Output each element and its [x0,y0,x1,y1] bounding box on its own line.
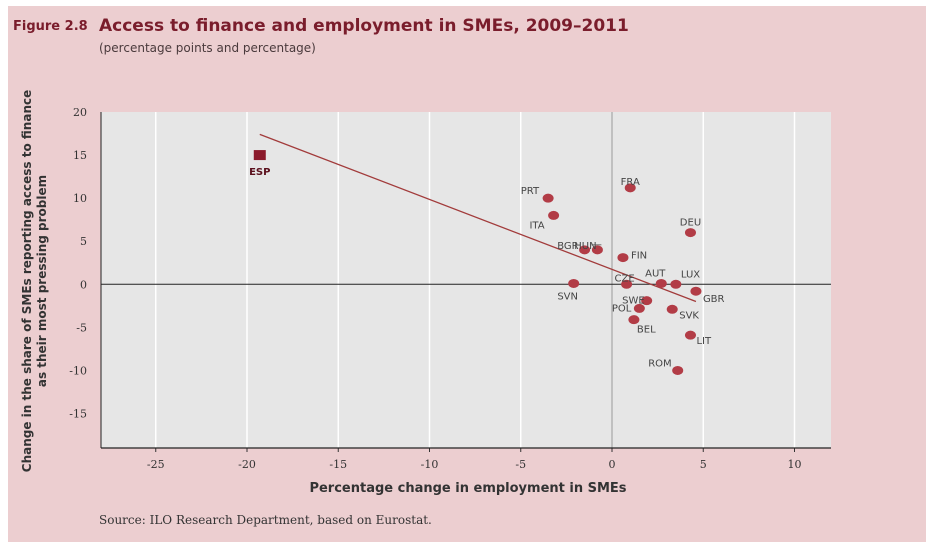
x-tick-label: 0 [609,458,616,471]
x-axis-title: Percentage change in employment in SMEs [309,481,626,496]
point-label-aut: AUT [645,268,666,279]
point-label-svn: SVN [557,291,578,302]
figure-title: Access to finance and employment in SMEs… [99,16,629,36]
data-point-bel [628,315,640,325]
data-point-deu [684,228,696,238]
source-note: Source: ILO Research Department, based o… [99,513,432,527]
y-tick-label: 20 [73,106,87,119]
data-point-aut [655,278,667,288]
y-tick-label: 5 [80,235,87,248]
y-tick-label: 0 [80,278,87,291]
data-point-hun [591,245,603,255]
y-tick-label: -5 [76,321,87,334]
point-label-esp: ESP [249,167,270,178]
figure-subtitle: (percentage points and percentage) [99,41,316,55]
data-point-svk [666,304,678,314]
point-label-svk: SVK [679,310,699,321]
trendline [259,133,697,303]
point-label-swe: SWE [622,296,645,307]
x-tick-label: -25 [147,458,165,471]
data-point-ita [548,210,560,220]
plot-area [101,112,831,448]
data-point-esp [253,150,266,161]
data-point-bgr [579,245,591,255]
point-label-gbr: GBR [703,294,725,305]
point-label-fin: FIN [631,251,647,262]
data-point-fin [617,253,629,263]
y-tick-label: -10 [69,364,87,377]
point-label-ita: ITA [529,220,544,231]
y-tick-label: 10 [73,192,87,205]
point-label-hun: HUN [574,241,596,252]
x-tick-label: -10 [421,458,439,471]
x-tick-label: -15 [329,458,347,471]
data-point-rom [672,365,684,375]
point-label-fra: FRA [621,177,640,188]
x-tick-label: 5 [700,458,707,471]
data-point-fra [624,183,636,193]
y-tick-label: -15 [69,408,87,421]
point-label-bgr: BGR [557,241,578,252]
y-axis-title-line-1: Change in the share of SMEs reporting ac… [20,90,34,472]
point-label-lux: LUX [681,269,700,280]
data-point-prt [542,193,554,203]
x-tick-label: -5 [515,458,526,471]
point-label-lit: LIT [696,336,712,347]
figure-label: Figure 2.8 [13,19,88,34]
data-point-cze [621,279,633,289]
point-label-cze: CZE [615,273,635,284]
point-label-deu: DEU [680,218,701,229]
x-tick-label: 10 [788,458,802,471]
data-point-gbr [690,286,702,296]
data-point-pol [633,303,645,313]
data-point-svn [568,278,580,288]
point-label-pol: POL [612,303,632,314]
data-point-lux [670,279,682,289]
data-point-lit [684,330,696,340]
y-tick-label: 15 [73,149,87,162]
point-label-rom: ROM [648,358,671,369]
y-axis-title-line-2: as their most pressing problem [35,175,49,387]
data-point-swe [641,296,653,306]
x-tick-label: -20 [238,458,256,471]
point-label-bel: BEL [637,325,656,336]
point-label-prt: PRT [521,186,540,197]
